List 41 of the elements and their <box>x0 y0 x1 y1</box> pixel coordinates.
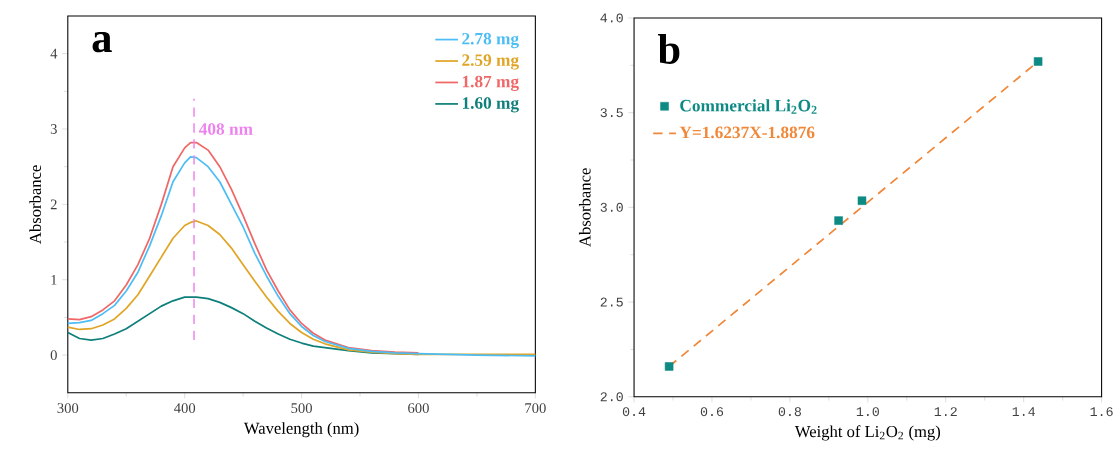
point <box>664 362 674 371</box>
line-series <box>66 156 537 357</box>
y-tick-label: 0 <box>50 350 57 361</box>
legend-label: Commercial Li$_{2}$O$_{2}$ <box>680 99 817 114</box>
y-axis-title: Absorbance <box>29 165 42 245</box>
x-tick-label: 1.2 <box>934 407 957 417</box>
x-tick-label: 500 <box>291 403 312 414</box>
y-tick-label: 2 <box>50 199 57 210</box>
x-tick-label: 1.0 <box>856 407 879 417</box>
point <box>1033 57 1043 66</box>
y-tick-label: 3 <box>50 124 57 135</box>
y-tick-label: 4 <box>50 49 58 59</box>
legend-label: 2.78 mg <box>462 33 519 49</box>
x-tick-label: 300 <box>57 403 79 414</box>
annotation: a <box>92 32 112 53</box>
x-tick-label: 0.4 <box>622 407 646 417</box>
x-axis-title: Weight of Li$_{2}$O$_{2}$ (mg) <box>794 425 941 441</box>
point <box>857 196 867 206</box>
y-tick-label: 3.0 <box>600 203 623 213</box>
x-tick-label: 1.4 <box>1012 407 1035 417</box>
legend-label: 1.87 mg <box>462 75 519 92</box>
x-tick-label: 600 <box>408 403 429 414</box>
y-axis-title: Absorbance <box>578 168 591 248</box>
ref-line-label: 408 nm <box>198 123 253 136</box>
y-tick-label: 2.5 <box>600 297 623 307</box>
y-tick-label: 1 <box>51 275 57 285</box>
x-tick-label: 0.8 <box>778 407 801 417</box>
line-series <box>66 141 420 354</box>
annotation: b <box>657 34 680 65</box>
point <box>834 216 843 226</box>
x-tick-label: 1.6 <box>1090 407 1113 417</box>
x-tick-label: 700 <box>525 403 546 414</box>
x-tick-label: 0.6 <box>700 407 724 417</box>
legend-label: 1.60 mg <box>462 97 519 113</box>
y-tick-label: 3.5 <box>600 108 623 118</box>
y-tick-label: 4.0 <box>600 13 623 23</box>
legend-label: 2.59 mg <box>462 54 519 70</box>
x-axis-title: Wavelength (nm) <box>243 422 359 438</box>
x-tick-label: 400 <box>174 403 196 414</box>
y-tick-label: 2.0 <box>600 392 623 402</box>
legend-label: Y=1.6237X-1.8876 <box>679 126 815 139</box>
